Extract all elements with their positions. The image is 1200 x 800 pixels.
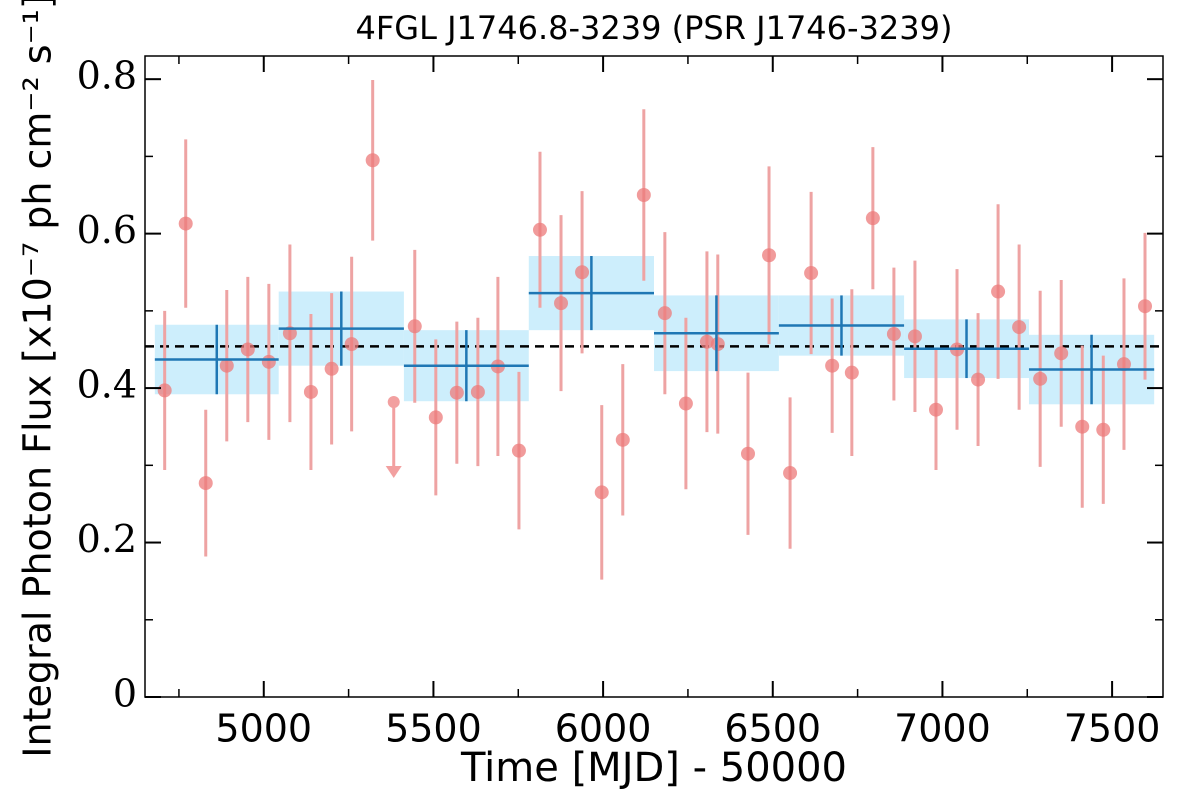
x-tick-label: 7000 <box>894 707 991 751</box>
x-axis-label: Time [MJD] - 50000 <box>460 745 847 791</box>
data-point <box>1033 371 1048 386</box>
data-point <box>928 402 943 417</box>
data-point <box>261 354 276 369</box>
data-point <box>844 365 859 380</box>
data-point <box>511 443 526 458</box>
data-point <box>678 396 693 411</box>
data-point <box>907 329 922 344</box>
data-point <box>344 337 359 352</box>
data-point <box>594 485 609 500</box>
x-tick-label: 6500 <box>724 707 821 751</box>
data-point <box>554 296 569 311</box>
y-tick-label: 0.2 <box>77 517 137 561</box>
data-point <box>710 337 725 352</box>
data-point <box>470 384 485 399</box>
data-point <box>783 466 798 481</box>
chart-title: 4FGL J1746.8-3239 (PSR J1746-3239) <box>356 9 953 47</box>
y-tick-label: 0.8 <box>77 54 137 98</box>
data-point <box>1054 346 1069 361</box>
plot-frame <box>144 55 1164 698</box>
data-point <box>219 358 234 373</box>
data-point <box>365 153 380 168</box>
data-point <box>407 319 422 334</box>
y-tick-label: 0 <box>113 672 137 716</box>
upper-limit <box>387 395 400 408</box>
data-point <box>762 248 777 263</box>
y-tick-label: 0.4 <box>77 363 137 407</box>
data-point <box>428 410 443 425</box>
data-point <box>740 446 755 461</box>
data-point <box>1096 422 1111 437</box>
upper-limit-head <box>385 465 402 478</box>
data-point <box>699 334 714 349</box>
x-tick-label: 5000 <box>215 707 312 751</box>
data-point <box>157 383 172 398</box>
data-point <box>971 372 986 387</box>
data-point <box>886 327 901 342</box>
data-point <box>636 188 651 203</box>
data-point <box>449 385 464 400</box>
data-point <box>804 266 819 281</box>
data-point <box>303 384 318 399</box>
data-point <box>1138 299 1153 314</box>
data-point <box>1012 320 1027 335</box>
data-point <box>991 284 1006 299</box>
x-tick-label: 5500 <box>385 707 482 751</box>
x-tick-label: 7500 <box>1064 707 1161 751</box>
data-point <box>324 361 339 376</box>
data-point <box>825 358 840 373</box>
data-point <box>865 211 880 226</box>
data-point <box>615 432 630 447</box>
data-point <box>575 265 590 280</box>
data-point <box>657 306 672 321</box>
data-point <box>240 342 255 357</box>
data-point <box>1075 419 1090 434</box>
data-point <box>1116 357 1131 372</box>
y-axis-label: Integral Photon Flux [x10⁻⁷ ph cm⁻² s⁻¹] <box>16 0 60 758</box>
x-tick-label: 6000 <box>555 707 652 751</box>
y-tick-label: 0.6 <box>77 208 137 252</box>
data-point <box>198 476 213 491</box>
data-point <box>532 222 547 237</box>
data-point <box>178 216 193 231</box>
